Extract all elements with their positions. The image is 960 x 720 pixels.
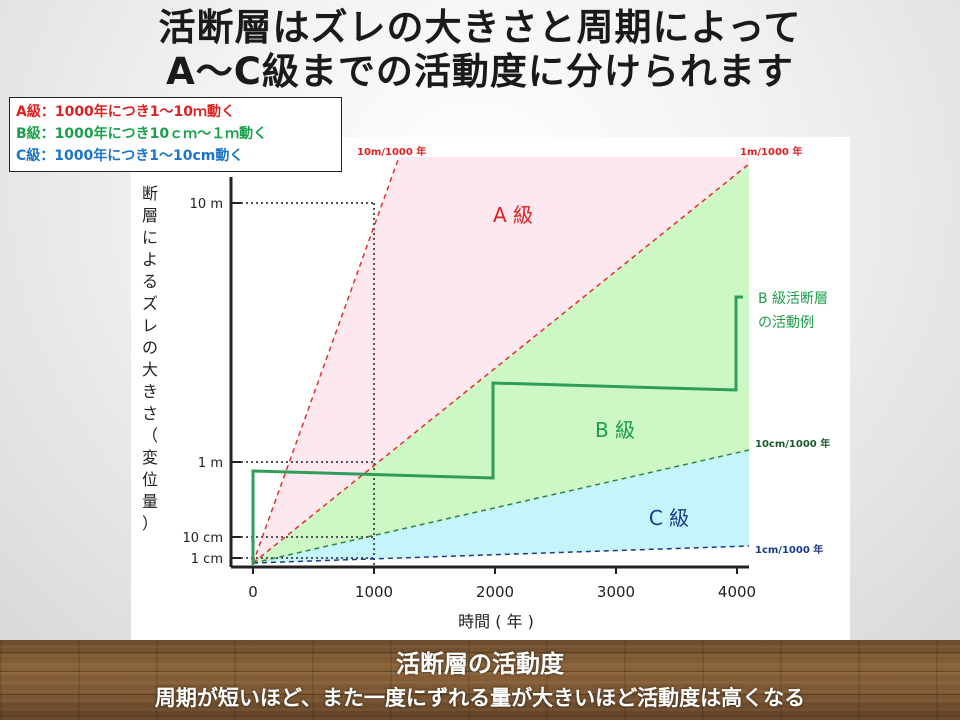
y-axis-label: 断 層 に よ る ズ レ の 大 き さ （ 変 位 量 ）: [142, 184, 158, 533]
y-axis-label-char: に: [142, 228, 158, 247]
y-axis-label-char: 量: [142, 492, 158, 511]
x-tick-label-3000: 3000: [597, 583, 635, 601]
rate-label-10cm: 10cm/1000 年: [755, 437, 830, 450]
y-axis-label-char: ）: [142, 514, 158, 533]
example-label-line2: の活動例: [758, 315, 814, 331]
y-axis-label-char: ズ: [142, 294, 158, 313]
x-tick-label-0: 0: [248, 583, 258, 601]
y-axis-label-char: レ: [142, 316, 158, 335]
rate-label-1cm: 1cm/1000 年: [755, 543, 823, 556]
y-axis-label-char: る: [142, 272, 158, 291]
x-axis-label: 時間 ( 年 ): [458, 612, 534, 631]
floor-plank-line: [0, 652, 960, 653]
rate-line-10cm: [252, 449, 750, 564]
x-tick-label-2000: 2000: [476, 583, 514, 601]
y-axis-label-char: 変: [142, 448, 158, 467]
diagram-panel: 10 m 1 m 10 cm 1 cm 0 1000 2000 3000 400…: [131, 137, 850, 640]
example-fault-step-line: [251, 295, 743, 565]
rate-line-1cm: [252, 545, 750, 564]
y-axis-label-char: 断: [142, 184, 158, 203]
rate-label-10m: 10m/1000 年: [357, 145, 426, 158]
y-axis-label-char: 大: [142, 360, 158, 379]
zone-label-c: C 級: [649, 506, 689, 530]
zone-a-region: [253, 157, 749, 563]
zone-label-b: B 級: [595, 418, 635, 442]
y-axis-label-char: き: [142, 382, 158, 401]
wood-floor: [0, 640, 960, 720]
x-tick-label-1000: 1000: [355, 583, 393, 601]
activity-diagram: 10 m 1 m 10 cm 1 cm 0 1000 2000 3000 400…: [142, 145, 830, 631]
y-axis-label-char: の: [142, 338, 158, 357]
legend-item-c: C級：1000年につき1〜10cm動く: [16, 148, 244, 164]
y-tick-label-1cm: 1 cm: [191, 552, 223, 567]
rate-line-1m: [252, 163, 750, 564]
y-axis-label-char: 層: [142, 206, 158, 225]
class-legend-box: A級：1000年につき1〜10ｍ動く B級：1000年につき10ｃｍ〜１ｍ動く …: [9, 97, 342, 172]
legend-item-b: B級：1000年につき10ｃｍ〜１ｍ動く: [16, 126, 268, 142]
legend-item-a: A級：1000年につき1〜10ｍ動く: [16, 104, 236, 120]
example-label-line1: B 級活断層: [758, 291, 828, 307]
y-tick-label-10cm: 10 cm: [183, 531, 224, 546]
y-axis-label-char: よ: [142, 250, 158, 269]
floor-plank-line: [0, 694, 960, 695]
floor-plank-line: [0, 671, 960, 672]
y-axis-label-char: さ: [142, 404, 158, 423]
zone-label-a: A 級: [493, 203, 533, 227]
footer-title: 活断層の活動度: [396, 650, 564, 678]
y-tick-label-10m: 10 m: [190, 197, 223, 212]
slide-title-line2: A〜C級までの活動度に分けられます: [166, 50, 794, 93]
y-tick-label-1m: 1 m: [198, 456, 223, 471]
footer-subtitle: 周期が短いほど、また一度にずれる量が大きいほど活動度は高くなる: [154, 686, 806, 710]
y-axis-label-char: 位: [142, 470, 158, 489]
x-tick-label-4000: 4000: [718, 583, 756, 601]
rate-label-1m: 1m/1000 年: [740, 145, 802, 158]
y-axis-label-char: （: [142, 426, 158, 445]
slide-title: 活断層はズレの大きさと周期によって A〜C級までの活動度に分けられます: [0, 6, 960, 94]
slide-title-line1: 活断層はズレの大きさと周期によって: [158, 6, 802, 49]
